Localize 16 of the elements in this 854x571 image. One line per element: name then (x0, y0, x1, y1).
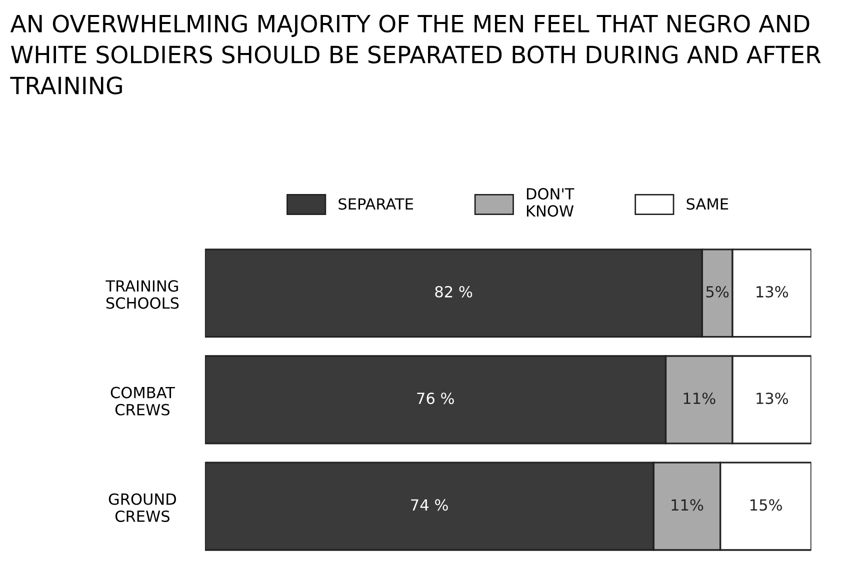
data-label: 11% (684, 392, 716, 404)
data-label: 82 % (435, 286, 472, 298)
legend-label: DON'T KNOW (526, 188, 574, 217)
data-label: 5% (706, 286, 729, 298)
data-label: 74 % (411, 499, 448, 511)
legend-label: SAME (686, 198, 728, 210)
chart-title: AN OVERWHELMING MAJORITY OF THE MEN FEEL THAT NEGRO AND WHITE SOLDIERS SHOULD BE SEPARATED BOTH DURING AND AFTER TRAINING (10, 14, 821, 94)
y-tick-label: TRAINING SCHOOLS (106, 280, 179, 309)
legend-label: SEPARATE (338, 198, 413, 210)
data-label: 13% (756, 286, 788, 298)
data-label: 11% (672, 499, 704, 511)
data-label: 76 % (417, 392, 454, 404)
y-tick-label: GROUND CREWS (108, 493, 176, 522)
data-label: 13% (756, 392, 788, 404)
data-label: 15% (750, 499, 782, 511)
y-tick-label: COMBAT CREWS (110, 386, 175, 416)
